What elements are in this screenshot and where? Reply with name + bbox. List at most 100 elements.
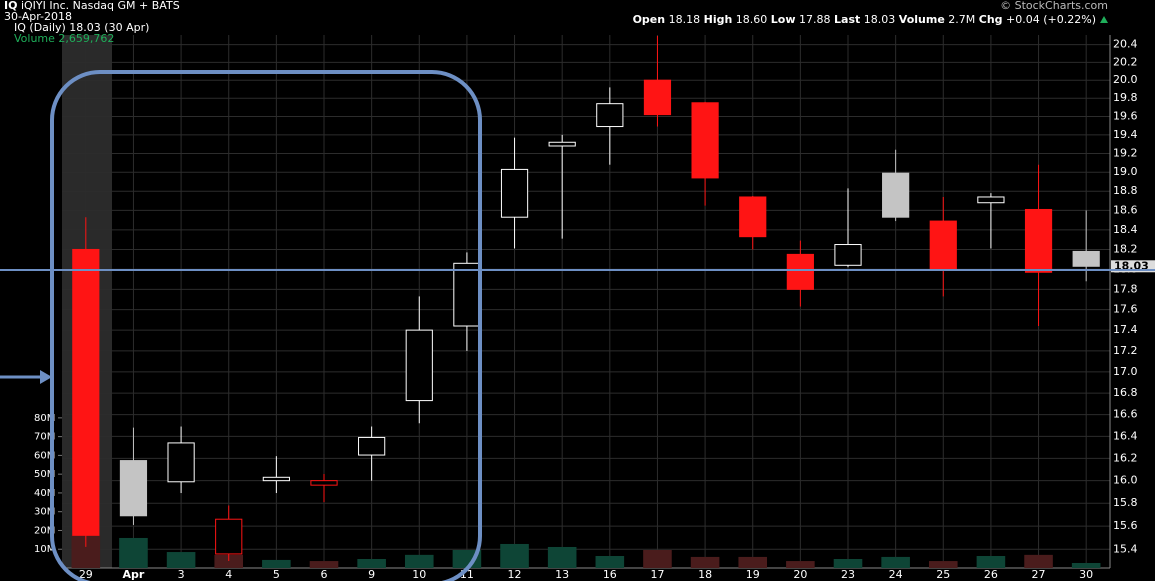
candle-body [500, 168, 529, 218]
volume-bar [833, 558, 863, 568]
x-tick-label: 4 [225, 568, 232, 581]
volume-bar [595, 555, 625, 568]
candle-body [739, 196, 767, 238]
volume-tick-label: 40M [34, 488, 55, 499]
candle-body [643, 79, 672, 116]
candle-body [405, 329, 433, 402]
candle-body [358, 436, 386, 456]
y-tick-label: 19.0 [1113, 165, 1138, 178]
x-tick-label: 19 [746, 568, 760, 581]
stat-label: High [704, 13, 733, 26]
x-tick-label: 29 [79, 568, 93, 581]
x-tick-label: 30 [1079, 568, 1093, 581]
stat-label: Chg [979, 13, 1003, 26]
y-tick-label: 18.6 [1113, 203, 1138, 216]
candle-body [786, 253, 814, 290]
candle-body [882, 172, 910, 218]
x-tick-label: 25 [936, 568, 950, 581]
y-tick-label: 17.6 [1113, 303, 1138, 316]
candle-body [72, 248, 100, 536]
x-tick-label: 6 [321, 568, 328, 581]
candle-body [977, 196, 1005, 204]
volume-bar [738, 556, 768, 568]
volume-bar [214, 554, 244, 568]
volume-bar [262, 559, 291, 568]
y-tick-label: 19.8 [1113, 91, 1138, 104]
y-tick-label: 16.8 [1113, 386, 1138, 399]
volume-bar [357, 558, 386, 568]
y-tick-label: 15.4 [1113, 542, 1138, 555]
y-tick-label: 20.4 [1113, 38, 1138, 51]
date: 30-Apr-2018 [4, 10, 72, 23]
stat-label: Volume [899, 13, 945, 26]
x-tick-label: 26 [984, 568, 998, 581]
y-tick-label: 20.2 [1113, 55, 1138, 68]
y-tick-label: 18.2 [1113, 242, 1138, 255]
candle-body [310, 480, 338, 486]
candle-body [1024, 208, 1053, 273]
candle-body [1072, 250, 1100, 267]
x-tick-label: 18 [698, 568, 712, 581]
volume-tick-label: 30M [34, 507, 55, 518]
x-tick-label: 17 [650, 568, 664, 581]
volume-bar [500, 543, 529, 568]
stats: Open 18.18 High 18.60 Low 17.88 Last 18.… [633, 13, 1096, 26]
price-legend: IQ (Daily) 18.03 (30 Apr) [14, 21, 149, 34]
volume-bar [547, 546, 577, 568]
x-tick-label: 23 [841, 568, 855, 581]
candle-body [929, 220, 957, 270]
volume-tick-label: 50M [34, 469, 55, 480]
candle-body [834, 244, 862, 266]
y-tick-label: 17.0 [1113, 365, 1138, 378]
annotations [0, 70, 1155, 581]
header: IQ iQIYI Inc. Nasdaq GM + BATS 30-Apr-20… [4, 0, 1108, 45]
stat-value: +0.04 (+0.22%) [1006, 13, 1096, 26]
highlight-box [50, 70, 482, 581]
y-tick-label: 16.0 [1113, 474, 1138, 487]
volume-bar [166, 552, 196, 568]
y-tick-label: 15.6 [1113, 519, 1138, 532]
volume-bar [881, 556, 910, 568]
y-tick-label: 16.2 [1113, 451, 1138, 464]
stat-label: Open [633, 13, 666, 26]
volume-bar [119, 537, 148, 568]
stat-value: 2.7M [948, 13, 975, 26]
stat-label: Low [771, 13, 796, 26]
candle-body [596, 103, 624, 128]
candle-body [453, 262, 481, 327]
candle-body [691, 102, 719, 179]
x-tick-label: 24 [889, 568, 903, 581]
x-tick-label: 9 [368, 568, 375, 581]
candle-body [262, 476, 290, 482]
stat-value: 18.03 [864, 13, 896, 26]
candle-body [548, 141, 576, 147]
volume-bar [643, 549, 672, 568]
x-tick-label: 5 [273, 568, 280, 581]
x-tick-label: 12 [508, 568, 522, 581]
volume-bar [928, 561, 958, 568]
plot: 20.4 20.2 20.0 19.8 19.6 19.4 19.2 19.0 18.8 18.6… [34, 35, 1155, 581]
y-tick-label: 16.4 [1113, 429, 1138, 442]
volume-bar [1071, 563, 1101, 568]
x-tick-label: 20 [793, 568, 807, 581]
stat-value: 17.88 [799, 13, 831, 26]
y-tick-label: 15.8 [1113, 496, 1138, 509]
y-tick-label: 19.2 [1113, 146, 1138, 159]
y-tick-label: 17.8 [1113, 282, 1138, 295]
y-tick-label: 18.8 [1113, 184, 1138, 197]
volume-bar [404, 554, 434, 568]
title: iQIYI Inc. Nasdaq GM + BATS [21, 0, 180, 12]
volume-bar [1024, 554, 1053, 568]
volume-tick-label: 80M [34, 413, 55, 424]
x-tick-label: Apr [123, 568, 145, 581]
y-tick-label: 19.4 [1113, 128, 1138, 141]
candle-body [215, 518, 243, 555]
volume-bar [309, 561, 339, 568]
x-tick-label: 27 [1032, 568, 1046, 581]
watermark: © StockCharts.com [1000, 0, 1108, 12]
stat-label: Last [834, 13, 860, 26]
volume-bar [452, 549, 482, 568]
candle-body [167, 442, 195, 483]
symbol: IQ [4, 0, 17, 12]
